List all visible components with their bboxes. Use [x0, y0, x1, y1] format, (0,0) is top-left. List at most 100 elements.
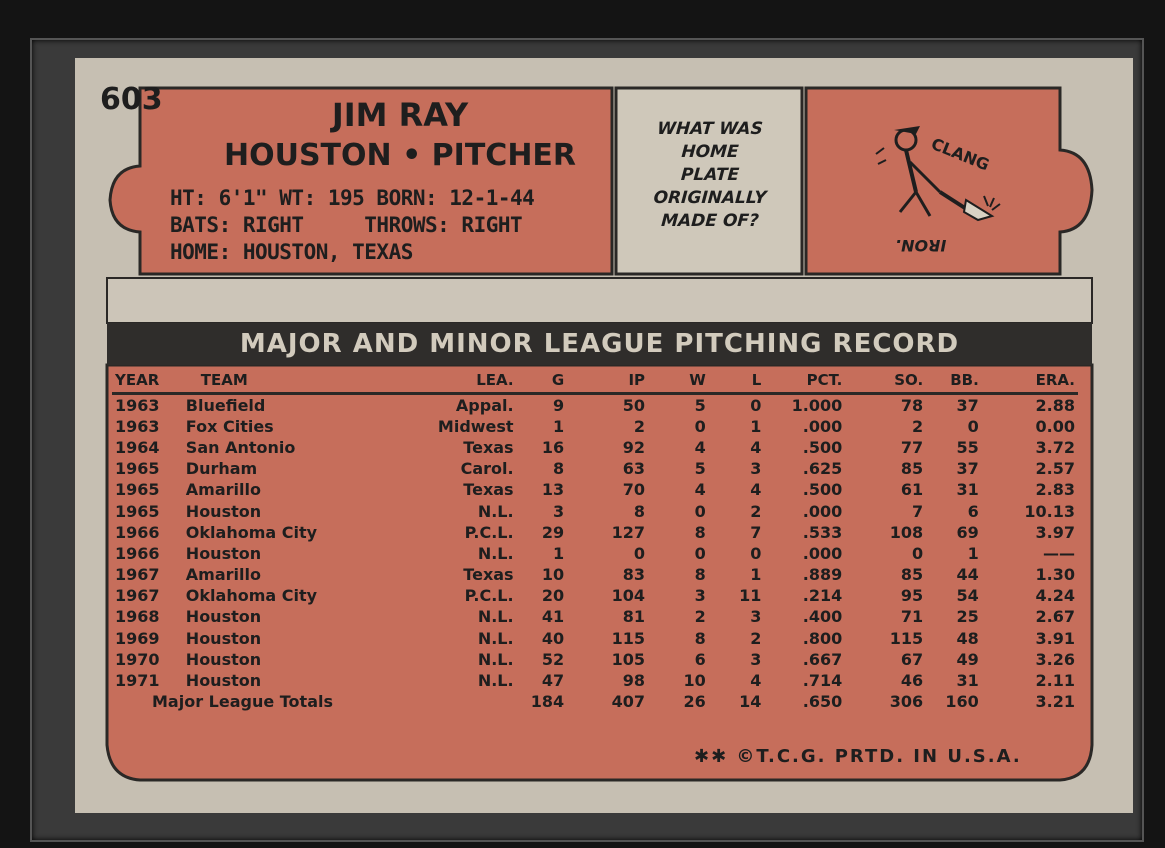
bio-line-3: HOME: HOUSTON, TEXAS — [170, 240, 413, 264]
table-row: 1969 Houston N.L. 40 115 8 2 .800 115 48 3.91 — [112, 628, 1078, 649]
table-cell: 55 — [956, 437, 979, 457]
table-cell: P.C.L. — [464, 522, 514, 542]
column-header: ERA. — [1035, 371, 1075, 389]
table-cell: 78 — [900, 395, 924, 415]
table-cell: 1968 — [115, 607, 160, 627]
table-cell: 16 — [541, 437, 565, 457]
table-cell: 49 — [956, 649, 979, 669]
table-row: 1963 Fox Cities Midwest 1 2 0 1 .000 2 0 0.00 — [112, 416, 1078, 437]
table-cell: 2 — [633, 416, 646, 436]
table-cell: 81 — [622, 607, 646, 627]
record-title: MAJOR AND MINOR LEAGUE PITCHING RECORD — [107, 323, 1092, 365]
table-cell: 8 — [694, 565, 706, 585]
table-cell: 8 — [694, 522, 706, 542]
table-cell: 95 — [900, 586, 924, 606]
table-cell: 5 — [694, 459, 706, 479]
table-cell: .400 — [802, 607, 843, 627]
table-row: 1966 Houston N.L. 1 0 0 0 .000 0 1 —— — [112, 543, 1078, 564]
table-cell: 115 — [889, 628, 924, 648]
table-cell: 31 — [956, 480, 979, 500]
table-cell: 26 — [683, 692, 706, 712]
table-cell: 2 — [750, 628, 762, 648]
table-cell: 71 — [900, 607, 924, 627]
pitching-record-table: YEAR TEAM LEA. G IP W L PCT. SO. BB. ERA. 1963 Blue… — [112, 368, 1078, 713]
table-cell: —— — [1043, 543, 1075, 563]
table-cell: .533 — [802, 522, 843, 542]
table-cell: 104 — [611, 586, 646, 606]
table-cell: 1 — [553, 543, 565, 563]
table-cell: 0 — [694, 501, 706, 521]
column-header: YEAR — [115, 371, 160, 389]
trivia-line: ORIGINALLY — [652, 188, 768, 208]
table-cell: Midwest — [437, 416, 514, 436]
cartoon-pitcher-icon: CLANG — [875, 126, 1001, 222]
table-row: 1966 Oklahoma City P.C.L. 29 127 8 7 .533 108 69 3… — [112, 522, 1078, 543]
table-cell: Houston — [185, 671, 262, 691]
table-cell: 1967 — [115, 565, 160, 585]
table-cell: .000 — [802, 501, 843, 521]
table-cell: 10.13 — [1024, 501, 1075, 521]
table-cell: 85 — [900, 565, 924, 585]
table-cell: 7 — [750, 522, 762, 542]
table-cell: 6 — [694, 649, 706, 669]
table-cell: 4 — [694, 480, 706, 500]
table-row: 1971 Houston N.L. 47 98 10 4 .714 46 31 2.11 — [112, 670, 1078, 691]
table-cell: 8 — [633, 501, 646, 521]
player-name: JIM RAY — [331, 96, 469, 134]
table-cell: 77 — [900, 437, 924, 457]
table-cell: 2 — [750, 501, 762, 521]
table-cell: 3 — [750, 649, 762, 669]
table-cell: 1.30 — [1035, 565, 1075, 585]
table-cell: .714 — [802, 671, 843, 691]
table-cell: 69 — [956, 522, 979, 542]
table-cell: N.L. — [477, 607, 514, 627]
table-cell: .650 — [802, 692, 843, 712]
table-cell: 3 — [694, 586, 706, 606]
table-cell: Texas — [463, 480, 514, 500]
trivia-question: WHAT WAS HOME PLATE ORIGINALLY MADE OF? — [622, 118, 798, 233]
table-cell: Houston — [185, 501, 262, 521]
trivia-line: MADE OF? — [660, 211, 760, 231]
table-cell: N.L. — [477, 671, 514, 691]
table-cell: .667 — [802, 649, 843, 669]
cartoon-sound: CLANG — [929, 134, 993, 174]
table-cell: Houston — [185, 543, 262, 563]
table-cell: 1965 — [115, 459, 160, 479]
table-cell: 10 — [683, 671, 706, 691]
table-cell: 0 — [750, 395, 762, 415]
table-cell: 67 — [900, 649, 924, 669]
table-cell: 13 — [541, 480, 565, 500]
table-row: 1967 Amarillo Texas 10 83 8 1 .889 85 44 1.30 — [112, 565, 1078, 586]
table-cell: 47 — [541, 671, 565, 691]
table-cell: 2 — [912, 416, 924, 436]
table-cell: 0.00 — [1035, 416, 1075, 436]
table-cell: 1971 — [115, 671, 160, 691]
table-cell: 5 — [694, 395, 706, 415]
table-cell: 108 — [889, 522, 924, 542]
table-cell: 2 — [694, 607, 706, 627]
table-row: 1968 Houston N.L. 41 81 2 3 .400 71 25 2.67 — [112, 607, 1078, 628]
table-row: 1970 Houston N.L. 52 105 6 3 .667 67 49 3.26 — [112, 649, 1078, 670]
table-cell: 105 — [611, 649, 646, 669]
table-cell: N.L. — [477, 543, 514, 563]
table-cell: 4.24 — [1035, 586, 1075, 606]
table-cell: 11 — [739, 586, 762, 606]
table-cell: Houston — [185, 649, 262, 669]
table-cell: Amarillo — [185, 565, 261, 585]
table-cell: 25 — [956, 607, 979, 627]
table-cell: 4 — [694, 437, 706, 457]
table-cell: 1963 — [115, 416, 160, 436]
table-cell: 92 — [622, 437, 646, 457]
table-cell: 46 — [900, 671, 924, 691]
table-cell: 40 — [541, 628, 565, 648]
table-cell: 9 — [553, 395, 565, 415]
table-cell: 70 — [622, 480, 646, 500]
table-cell: N.L. — [477, 649, 514, 669]
table-cell: 1966 — [115, 522, 160, 542]
table-cell: 37 — [956, 395, 979, 415]
trivia-line: PLATE — [680, 165, 740, 185]
table-cell: 4 — [750, 437, 762, 457]
table-cell: San Antonio — [185, 437, 296, 457]
table-cell: 1965 — [115, 480, 160, 500]
trivia-answer: IRON. — [895, 236, 947, 255]
